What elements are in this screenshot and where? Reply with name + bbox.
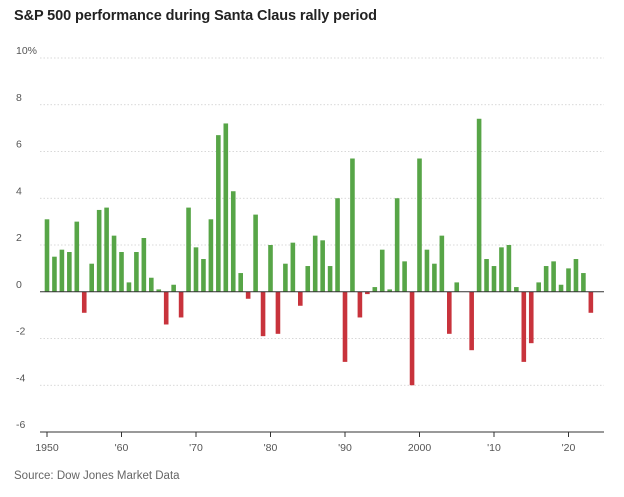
bar	[141, 237, 147, 292]
bar	[290, 242, 296, 292]
bar	[342, 291, 348, 362]
bar	[506, 245, 512, 292]
bar	[208, 219, 214, 292]
bar	[417, 158, 422, 292]
bar	[402, 261, 407, 292]
bar	[193, 247, 199, 292]
bar	[335, 198, 340, 292]
y-tick-label: 0	[16, 279, 22, 291]
bar	[201, 259, 206, 292]
bar	[566, 268, 571, 292]
bar	[81, 291, 87, 313]
bar	[491, 266, 497, 292]
bar	[499, 247, 504, 292]
bars	[44, 118, 594, 386]
bar	[469, 291, 474, 351]
bar	[186, 207, 191, 292]
bar	[253, 214, 258, 292]
x-tick-label: '70	[189, 442, 203, 454]
bar	[327, 266, 333, 292]
bar	[230, 191, 236, 292]
bar	[156, 289, 162, 292]
bar	[89, 263, 94, 292]
bar	[372, 287, 378, 292]
bar	[528, 291, 534, 344]
bar	[305, 266, 311, 292]
bar	[178, 291, 184, 318]
x-tick-label: '90	[338, 442, 352, 454]
bar	[551, 261, 556, 292]
bar	[320, 240, 325, 292]
bar	[260, 291, 266, 337]
bar	[558, 284, 564, 292]
bar	[283, 263, 288, 292]
bar	[111, 235, 117, 292]
bar	[476, 118, 482, 292]
x-tick-labels: 1950 '60 '70 '80 '90 2000 '10 '20	[35, 442, 575, 454]
bar	[67, 252, 72, 292]
x-tick-label: '20	[562, 442, 576, 454]
bar	[387, 289, 392, 292]
bar	[365, 291, 370, 295]
bar	[454, 282, 460, 292]
y-tick-label: -6	[16, 419, 25, 431]
bar	[379, 249, 385, 292]
bar	[521, 291, 527, 362]
bar	[171, 284, 176, 292]
y-tick-labels: 10% 8 6 4 2 0 -2 -4 -6	[16, 45, 37, 431]
y-tick-label: 2	[16, 232, 22, 244]
bar	[216, 135, 221, 292]
bar	[275, 291, 281, 334]
bar	[447, 291, 452, 334]
bar	[409, 291, 415, 386]
y-tick-label: -2	[16, 326, 25, 338]
bar	[245, 291, 251, 299]
bar	[350, 158, 355, 292]
x-tick-label: 1950	[35, 442, 59, 454]
bar	[163, 291, 169, 325]
bar	[59, 249, 65, 292]
y-tick-label: 10%	[16, 45, 37, 57]
bar	[588, 291, 594, 313]
bar	[238, 273, 243, 292]
x-tick-label: '80	[264, 442, 278, 454]
bar	[432, 263, 437, 292]
x-tick-label: 2000	[408, 442, 432, 454]
chart-title: S&P 500 performance during Santa Claus r…	[14, 8, 377, 24]
y-tick-label: 8	[16, 92, 22, 104]
bar	[149, 277, 154, 292]
x-tick-label: '10	[487, 442, 501, 454]
bar	[573, 259, 579, 292]
bar	[126, 282, 132, 292]
y-tick-label: 6	[16, 139, 22, 151]
bar	[223, 123, 229, 292]
bar	[424, 249, 430, 292]
bar	[536, 282, 541, 292]
source-note: Source: Dow Jones Market Data	[14, 470, 180, 482]
bar	[484, 259, 489, 292]
bar	[74, 221, 80, 292]
bar	[96, 209, 102, 292]
bar	[104, 207, 109, 292]
bar	[134, 252, 139, 292]
bar	[543, 266, 549, 292]
bar	[44, 219, 50, 292]
x-tick-label: '60	[115, 442, 129, 454]
bar	[581, 273, 586, 292]
bar	[119, 252, 124, 292]
y-tick-label: -4	[16, 372, 25, 384]
x-axis	[40, 291, 604, 437]
bar	[298, 291, 303, 306]
bar	[394, 198, 400, 292]
bar	[268, 245, 273, 292]
bar	[52, 256, 57, 292]
bar	[312, 235, 318, 292]
bar	[514, 287, 519, 292]
bar	[357, 291, 363, 318]
y-tick-label: 4	[16, 185, 22, 197]
bar	[439, 235, 445, 292]
